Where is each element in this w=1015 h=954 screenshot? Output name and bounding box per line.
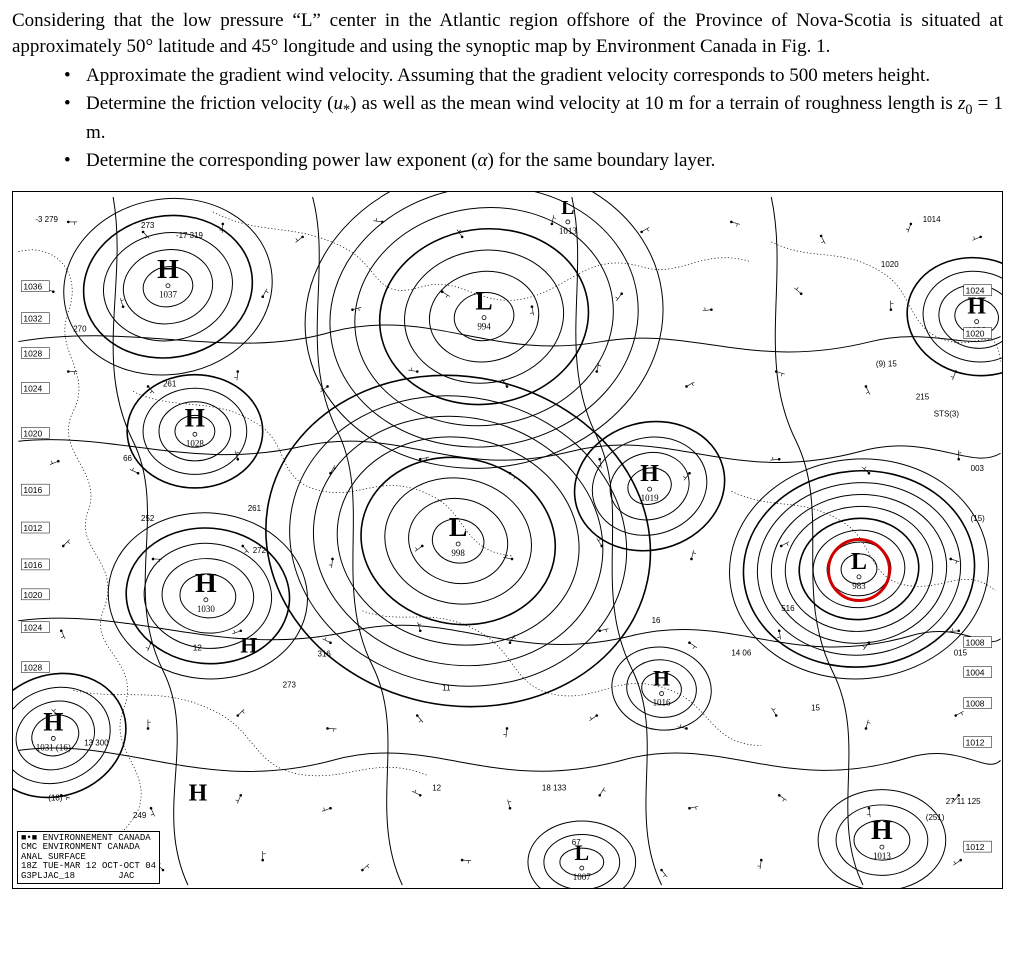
svg-text:H: H bbox=[195, 568, 217, 599]
svg-text:14 06: 14 06 bbox=[731, 649, 752, 658]
svg-text:994: 994 bbox=[477, 322, 491, 332]
svg-text:1030: 1030 bbox=[197, 604, 215, 614]
svg-text:983: 983 bbox=[852, 581, 866, 591]
svg-text:1020: 1020 bbox=[23, 590, 42, 600]
svg-text:H: H bbox=[185, 404, 205, 433]
svg-text:1014: 1014 bbox=[923, 215, 941, 224]
synoptic-map: H1037H1028H1030HH1031 (16)HH1019H1016H10… bbox=[12, 191, 1003, 889]
svg-text:27 11 125: 27 11 125 bbox=[946, 797, 981, 806]
svg-text:1019: 1019 bbox=[641, 493, 659, 503]
svg-text:H: H bbox=[240, 633, 257, 658]
svg-text:L: L bbox=[475, 287, 492, 316]
svg-text:261: 261 bbox=[248, 504, 262, 513]
svg-text:261: 261 bbox=[163, 380, 177, 389]
svg-text:67: 67 bbox=[572, 838, 581, 847]
svg-text:1028: 1028 bbox=[23, 663, 42, 673]
svg-text:252: 252 bbox=[141, 514, 155, 523]
svg-text:(15): (15) bbox=[971, 514, 986, 523]
svg-text:1020: 1020 bbox=[23, 429, 42, 439]
svg-text:L: L bbox=[561, 197, 574, 219]
svg-text:L: L bbox=[449, 512, 468, 543]
svg-text:1037: 1037 bbox=[159, 290, 177, 300]
svg-text:1020: 1020 bbox=[966, 329, 985, 339]
svg-text:(18): (18) bbox=[48, 793, 63, 802]
bullet-1: Approximate the gradient wind velocity. … bbox=[64, 63, 1003, 89]
svg-text:(9) 15: (9) 15 bbox=[876, 360, 897, 369]
svg-text:16: 16 bbox=[652, 616, 661, 625]
svg-text:1028: 1028 bbox=[186, 439, 204, 449]
svg-text:13 300: 13 300 bbox=[84, 739, 109, 748]
bullet-3: Determine the corresponding power law ex… bbox=[64, 148, 1003, 174]
svg-text:-3 279: -3 279 bbox=[35, 215, 58, 224]
svg-text:1016: 1016 bbox=[653, 698, 671, 708]
svg-text:1024: 1024 bbox=[23, 384, 42, 394]
svg-text:18 133: 18 133 bbox=[542, 784, 567, 793]
svg-text:66: 66 bbox=[123, 454, 132, 463]
svg-text:L: L bbox=[851, 549, 867, 575]
svg-text:270: 270 bbox=[73, 325, 87, 334]
svg-text:1007: 1007 bbox=[573, 872, 591, 882]
svg-text:1020: 1020 bbox=[881, 260, 899, 269]
svg-text:H: H bbox=[157, 254, 179, 285]
svg-text:11: 11 bbox=[442, 684, 451, 693]
svg-text:1004: 1004 bbox=[966, 668, 985, 678]
svg-text:1012: 1012 bbox=[966, 738, 985, 748]
svg-text:1032: 1032 bbox=[23, 314, 42, 324]
svg-text:272: 272 bbox=[253, 546, 267, 555]
svg-text:12: 12 bbox=[193, 644, 202, 653]
svg-text:15: 15 bbox=[811, 704, 820, 713]
svg-text:1013: 1013 bbox=[559, 226, 577, 236]
svg-text:273: 273 bbox=[283, 681, 297, 690]
svg-text:003: 003 bbox=[971, 464, 985, 473]
svg-text:998: 998 bbox=[451, 548, 465, 558]
svg-text:H: H bbox=[43, 708, 63, 737]
svg-text:249: 249 bbox=[133, 811, 147, 820]
svg-text:H: H bbox=[967, 294, 986, 320]
problem-intro: Considering that the low pressure “L” ce… bbox=[12, 8, 1003, 59]
map-source-box: ■•■ ENVIRONNEMENT CANADA CMC ENVIRONMENT… bbox=[17, 831, 160, 884]
svg-text:1008: 1008 bbox=[966, 699, 985, 709]
svg-text:12: 12 bbox=[432, 784, 441, 793]
svg-text:215: 215 bbox=[916, 393, 930, 402]
svg-text:1024: 1024 bbox=[23, 623, 42, 633]
svg-text:H: H bbox=[640, 461, 659, 487]
bullet-2: Determine the friction velocity (u*) as … bbox=[64, 91, 1003, 146]
svg-text:1024: 1024 bbox=[966, 286, 985, 296]
svg-text:1012: 1012 bbox=[966, 842, 985, 852]
svg-text:H: H bbox=[871, 815, 893, 846]
svg-text:STS(3): STS(3) bbox=[934, 410, 960, 419]
svg-text:1036: 1036 bbox=[23, 282, 42, 292]
svg-text:1016: 1016 bbox=[23, 560, 42, 570]
svg-text:1028: 1028 bbox=[23, 349, 42, 359]
svg-text:1008: 1008 bbox=[966, 638, 985, 648]
svg-text:316: 316 bbox=[318, 650, 332, 659]
svg-text:1016: 1016 bbox=[23, 485, 42, 495]
svg-text:-17 319: -17 319 bbox=[176, 231, 204, 240]
svg-text:516: 516 bbox=[781, 604, 795, 613]
svg-text:H: H bbox=[189, 780, 208, 806]
problem-bullets: Approximate the gradient wind velocity. … bbox=[12, 63, 1003, 173]
svg-text:273: 273 bbox=[141, 221, 155, 230]
svg-text:1031 (16): 1031 (16) bbox=[36, 743, 71, 753]
map-svg: H1037H1028H1030HH1031 (16)HH1019H1016H10… bbox=[13, 192, 1002, 888]
svg-text:015: 015 bbox=[954, 649, 968, 658]
svg-text:(251): (251) bbox=[926, 813, 945, 822]
svg-text:H: H bbox=[653, 666, 670, 691]
svg-text:1013: 1013 bbox=[873, 851, 891, 861]
svg-text:1012: 1012 bbox=[23, 523, 42, 533]
